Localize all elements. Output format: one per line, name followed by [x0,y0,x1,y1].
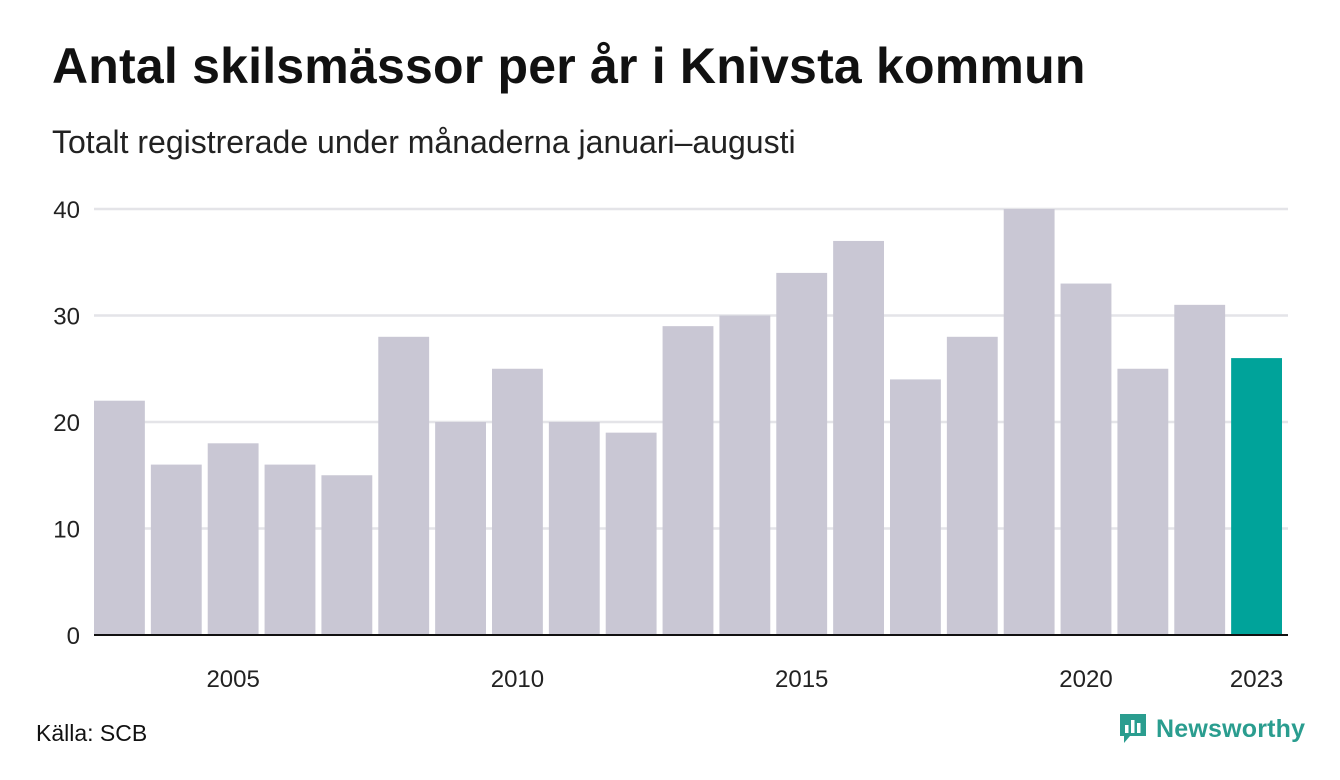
bar [207,443,259,635]
bar [264,464,316,635]
bar [321,475,373,635]
bar [378,336,430,635]
y-tick-label: 20 [53,410,80,437]
y-tick-label: 0 [67,623,80,650]
bar [890,379,941,635]
bar [1003,209,1055,635]
x-tick-label: 2015 [775,666,828,693]
bar [605,432,657,635]
bar [776,272,828,635]
bar-chart: 0 10 20 30 40 2005 2010 2015 2020 2023 [53,197,1288,693]
newsworthy-logo: Newsworthy [1118,712,1305,746]
chart-subtitle: Totalt registrerade under månaderna janu… [52,124,796,160]
bar [492,368,543,635]
bar [833,240,884,635]
y-tick-label: 30 [53,304,80,331]
bar [150,464,202,635]
bar [94,400,145,635]
bar [1174,304,1226,635]
brand-name: Newsworthy [1156,714,1306,743]
x-tick-label: 2005 [206,666,259,693]
bar [719,315,771,635]
x-tick-label: 2023 [1230,666,1283,693]
x-tick-label: 2020 [1059,666,1112,693]
bar [548,422,600,635]
source-label: Källa: SCB [36,720,148,746]
y-tick-label: 40 [53,197,80,224]
x-tick-label: 2010 [491,666,544,693]
bar [662,326,714,635]
chart-title: Antal skilsmässor per år i Knivsta kommu… [52,38,1086,94]
bar [1060,283,1112,635]
bar [1117,368,1169,635]
newsworthy-logo-icon [1120,714,1146,743]
bar [1231,358,1282,635]
bar [946,336,998,635]
bar [435,422,486,635]
y-tick-label: 10 [53,517,80,544]
